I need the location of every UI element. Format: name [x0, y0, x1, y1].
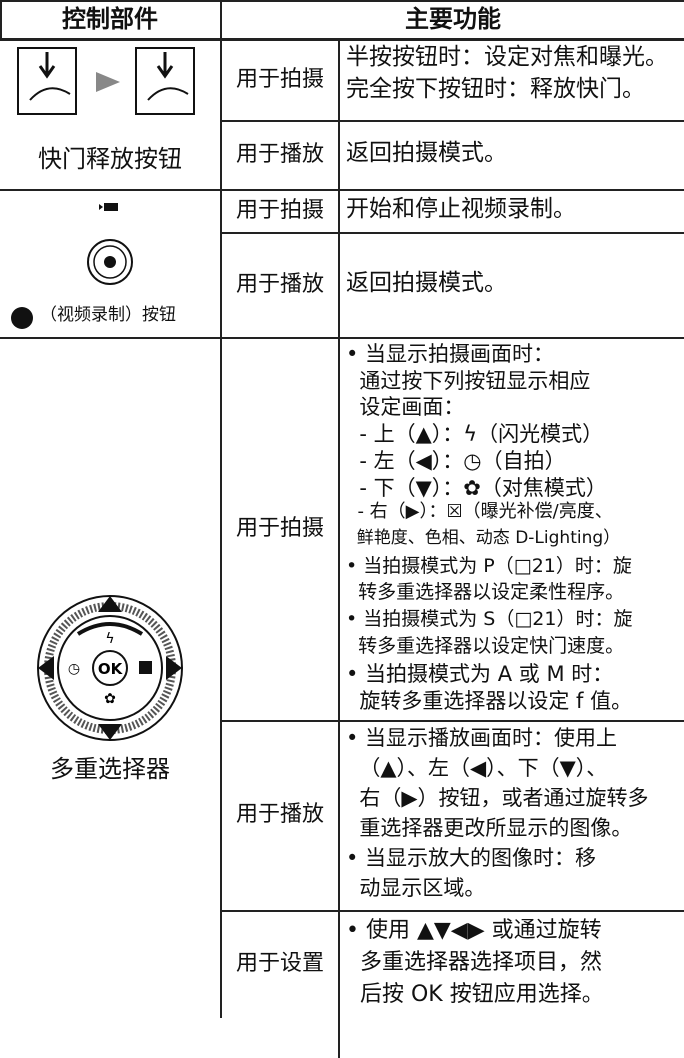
function-line: 重选择器更改所显示的图像。	[346, 816, 633, 840]
function-line: 后按 OK 按钮应用选择。	[346, 982, 604, 1007]
function-line: • 当显示播放画面时：使用上	[346, 726, 618, 750]
mode-label: 用于设置	[235, 951, 324, 976]
mode-label: 用于播放	[235, 141, 324, 167]
svg-text:◷: ◷	[68, 661, 80, 677]
function-line: 返回拍摄模式。	[346, 270, 507, 296]
function-line: （▲）、左（◀）、下（▼）、	[346, 756, 608, 780]
rule	[0, 0, 2, 40]
rule	[338, 40, 340, 1058]
svg-text:✿: ✿	[104, 691, 116, 707]
function-line: - 下（▼）：✿（对焦模式）	[346, 475, 607, 500]
function-line: • 当拍摄模式为 P（□21）时：旋	[346, 554, 632, 577]
header-control: 控制部件	[62, 5, 158, 33]
mode-label: 用于拍摄	[235, 66, 324, 92]
function-line: 完全按下按钮时：释放快门。	[346, 76, 645, 102]
svg-text:ϟ: ϟ	[105, 631, 114, 647]
header-function: 主要功能	[405, 5, 501, 33]
rule	[220, 120, 684, 122]
multi-selector-icon: OK ϟ ◷ ✿	[37, 595, 183, 741]
record-icon	[11, 203, 133, 329]
rule	[220, 0, 222, 1018]
shutter-icon	[17, 47, 195, 115]
function-line: 鲜艳度、色相、动态 D-Lighting）	[346, 527, 621, 548]
function-line: 右（▶）按钮，或者通过旋转多	[346, 786, 649, 810]
rule	[220, 720, 684, 722]
function-line: 转多重选择器以设定快门速度。	[346, 634, 625, 657]
rule	[220, 910, 684, 912]
function-line: 旋转多重选择器以设定 f 值。	[346, 689, 633, 714]
control-label: （视频录制）按钮	[40, 305, 176, 325]
rule	[0, 38, 684, 41]
function-line: 返回拍摄模式。	[346, 140, 507, 166]
function-line: • 当拍摄模式为 A 或 M 时：	[346, 662, 614, 687]
function-line: 半按按钮时：设定对焦和曝光。	[346, 44, 668, 70]
function-line: • 当拍摄模式为 S（□21）时：旋	[346, 608, 633, 630]
function-line: 设定画面：	[346, 395, 465, 420]
function-line: • 当显示放大的图像时：移	[346, 846, 597, 870]
icons: OK ϟ ◷ ✿	[11, 47, 195, 741]
function-line: - 上（▲）：ϟ（闪光模式）	[346, 422, 604, 447]
function-line: 开始和停止视频录制。	[346, 196, 576, 222]
function-line: • 使用 ▲▼◀▶ 或通过旋转	[346, 918, 602, 943]
function-line: • 当显示拍摄画面时：	[346, 342, 555, 366]
rule	[0, 337, 684, 339]
control-label: 多重选择器	[50, 755, 170, 783]
mode-label: 用于拍摄	[235, 197, 324, 223]
mode-label: 用于播放	[235, 271, 324, 297]
function-line: 多重选择器选择项目，然	[346, 950, 602, 975]
mode-label: 用于播放	[235, 802, 324, 827]
function-line: 通过按下列按钮显示相应	[346, 368, 591, 393]
control-label: 快门释放按钮	[38, 145, 182, 173]
mode-label: 用于拍摄	[235, 515, 324, 541]
rule	[0, 189, 684, 191]
rule	[0, 0, 684, 2]
function-line: - 左（◀）：◷（自拍）	[346, 448, 566, 473]
function-line: 转多重选择器以设定柔性程序。	[346, 581, 625, 604]
function-line: 动显示区域。	[346, 876, 486, 900]
rule	[220, 232, 684, 234]
function-line: - 右（▶）：☒（曝光补偿/亮度、	[346, 501, 613, 523]
svg-text:OK: OK	[98, 660, 124, 678]
